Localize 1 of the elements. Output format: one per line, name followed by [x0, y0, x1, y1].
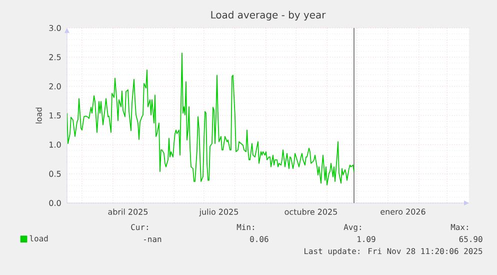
chart-title: Load average - by year [211, 10, 326, 21]
